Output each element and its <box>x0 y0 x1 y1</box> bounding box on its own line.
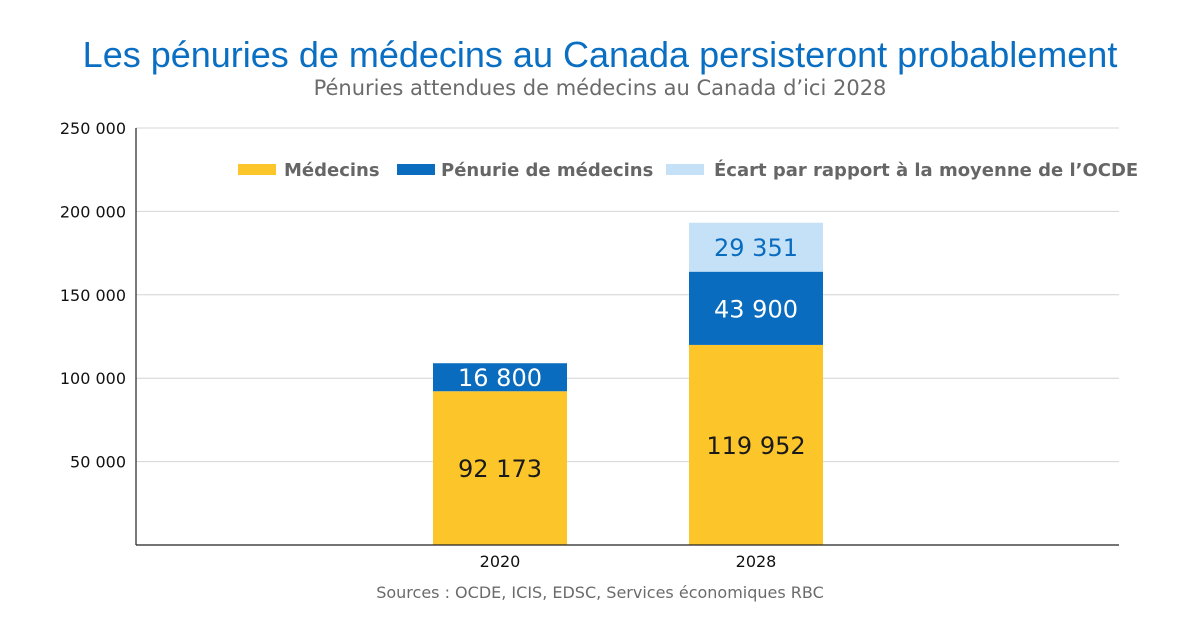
legend-swatch <box>666 164 704 175</box>
y-tick-label: 100 000 <box>60 369 126 388</box>
legend-label: Pénurie de médecins <box>441 160 653 181</box>
data-label: 43 900 <box>714 295 798 323</box>
bars-layer: 92 173 16 800 119 952 43 900 29 351 <box>433 222 823 545</box>
data-label: 16 800 <box>458 364 542 392</box>
data-label: 119 952 <box>706 432 805 460</box>
data-label: 92 173 <box>458 455 542 483</box>
bar-segment-medecins-2020 <box>433 391 567 545</box>
y-tick-label: 150 000 <box>60 286 126 305</box>
legend-label: Médecins <box>284 160 380 181</box>
bar-segment-ecart-2028 <box>689 222 823 272</box>
x-tick-label: 2020 <box>480 552 521 571</box>
bar-segment-penurie-2028 <box>689 271 823 345</box>
legend-swatch <box>238 164 276 175</box>
y-tick-label: 50 000 <box>70 453 126 472</box>
legend-label: Écart par rapport à la moyenne de l’OCDE <box>714 159 1138 181</box>
chart-sources: Sources : OCDE, ICIS, EDSC, Services éco… <box>376 583 824 602</box>
grid-layer <box>136 127 1119 463</box>
chart-title: Les pénuries de médecins au Canada persi… <box>82 34 1118 75</box>
y-tick-label: 200 000 <box>60 202 126 221</box>
legend-swatch <box>397 164 435 175</box>
chart-subtitle: Pénuries attendues de médecins au Canada… <box>313 76 887 100</box>
bar-segment-medecins-2028 <box>689 344 823 545</box>
legend: Médecins Pénurie de médecins Écart par rap… <box>238 159 1138 181</box>
axes-layer: 50 000 100 000 150 000 200 000 250 000 2020 20… <box>60 119 1119 571</box>
bar-segment-penurie-2020 <box>433 363 567 392</box>
y-tick-label: 250 000 <box>60 119 126 138</box>
data-label: 29 351 <box>714 234 798 262</box>
x-tick-label: 2028 <box>736 552 777 571</box>
